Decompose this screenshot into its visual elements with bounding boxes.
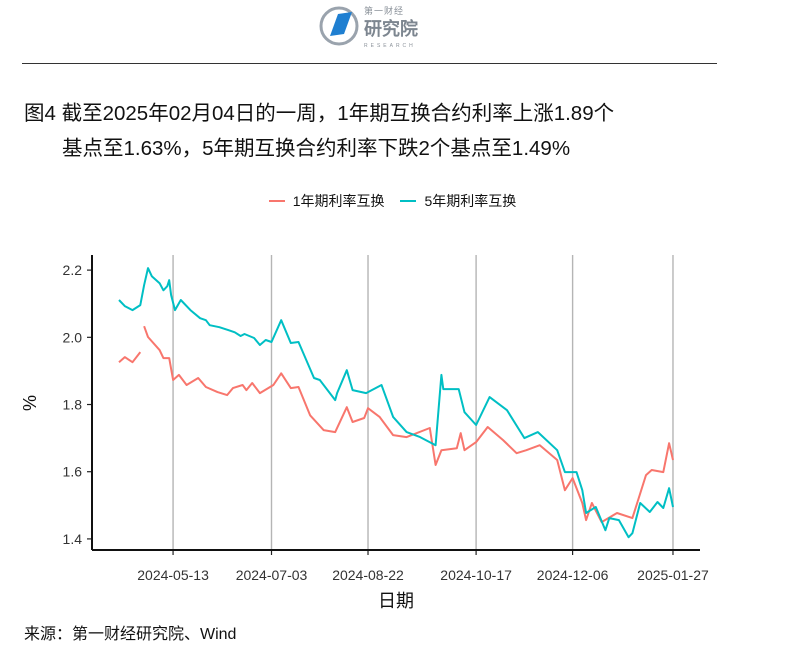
x-axis-label: 日期 [378,591,414,611]
legend-label-5y: 5年期利率互换 [424,193,517,209]
x-tick-label: 2024-05-13 [137,567,209,583]
y-tick-label: 1.4 [63,531,83,547]
y-tick-label: 1.6 [63,464,83,480]
logo-text-small: 第一财经 [364,6,405,16]
series-line-5y [118,267,674,539]
legend-item-1y: 1年期利率互换 [268,191,385,211]
title-line-2: 基点至1.63%，5年期互换合约利率下跌2个基点至1.49% [62,137,571,160]
legend: 1年期利率互换 5年期利率互换 [0,189,785,211]
y-tick-label: 2.0 [63,329,83,345]
x-tick-label: 2024-10-17 [440,567,512,583]
series-line-1y [118,325,674,524]
logo: 第一财经 研究院 RESEARCH [318,4,458,54]
header-divider [22,63,717,64]
logo-emblem-icon [319,6,359,46]
logo-text-group: 第一财经 研究院 RESEARCH [364,4,458,54]
legend-label-1y: 1年期利率互换 [292,193,385,209]
y-axis-label: % [20,395,40,411]
chart-title: 图4 截至2025年02月04日的一周，1年期互换合约利率上涨1.89个 基点至… [24,96,614,166]
x-tick-label: 2024-07-03 [236,567,308,583]
logo-text-main: 研究院 [364,19,418,39]
legend-swatch-1y [268,200,285,202]
x-tick-label: 2024-12-06 [537,567,609,583]
legend-swatch-5y [400,200,417,202]
x-tick-label: 2024-08-22 [332,567,404,583]
title-line-1: 图4 截至2025年02月04日的一周，1年期互换合约利率上涨1.89个 [24,102,615,125]
y-tick-label: 1.8 [63,397,83,413]
legend-item-5y: 5年期利率互换 [400,191,516,211]
logo-text-en: RESEARCH [364,43,416,49]
source-note: 来源：第一财经研究院、Wind [24,626,237,643]
y-tick-label: 2.2 [63,262,83,278]
x-tick-label: 2025-01-27 [637,567,709,583]
